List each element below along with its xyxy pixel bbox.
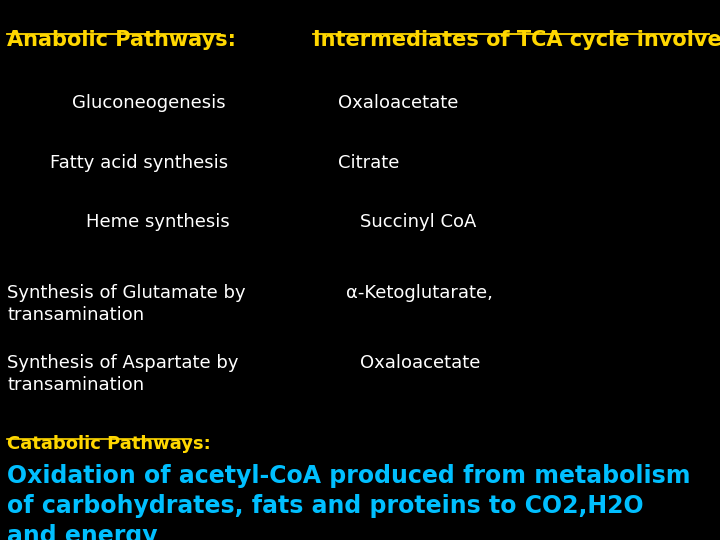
Text: Catabolic Pathways:: Catabolic Pathways: [7, 435, 211, 453]
Text: Citrate: Citrate [338, 154, 400, 172]
Text: Synthesis of Glutamate by
transamination: Synthesis of Glutamate by transamination [7, 284, 246, 323]
Text: Gluconeogenesis: Gluconeogenesis [72, 94, 225, 112]
Text: Oxaloacetate: Oxaloacetate [338, 94, 459, 112]
Text: Intermediates of TCA cycle involved: Intermediates of TCA cycle involved [313, 30, 720, 50]
Text: Oxaloacetate: Oxaloacetate [360, 354, 480, 372]
Text: Synthesis of Aspartate by
transamination: Synthesis of Aspartate by transamination [7, 354, 239, 394]
Text: Heme synthesis: Heme synthesis [86, 213, 230, 231]
Text: Oxidation of acetyl-CoA produced from metabolism
of carbohydrates, fats and prot: Oxidation of acetyl-CoA produced from me… [7, 464, 690, 540]
Text: Succinyl CoA: Succinyl CoA [360, 213, 477, 231]
Text: Fatty acid synthesis: Fatty acid synthesis [50, 154, 228, 172]
Text: Anabolic Pathways:: Anabolic Pathways: [7, 30, 236, 50]
Text: α-Ketoglutarate,: α-Ketoglutarate, [346, 284, 492, 301]
